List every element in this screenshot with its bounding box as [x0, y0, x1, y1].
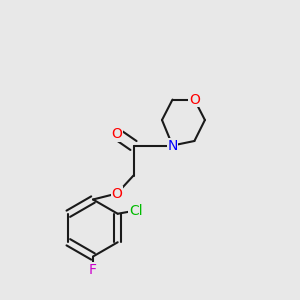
Text: O: O — [189, 93, 200, 106]
Text: F: F — [89, 263, 97, 277]
Text: N: N — [167, 139, 178, 152]
Text: O: O — [112, 187, 122, 200]
Text: Cl: Cl — [129, 204, 142, 218]
Text: O: O — [112, 127, 122, 141]
